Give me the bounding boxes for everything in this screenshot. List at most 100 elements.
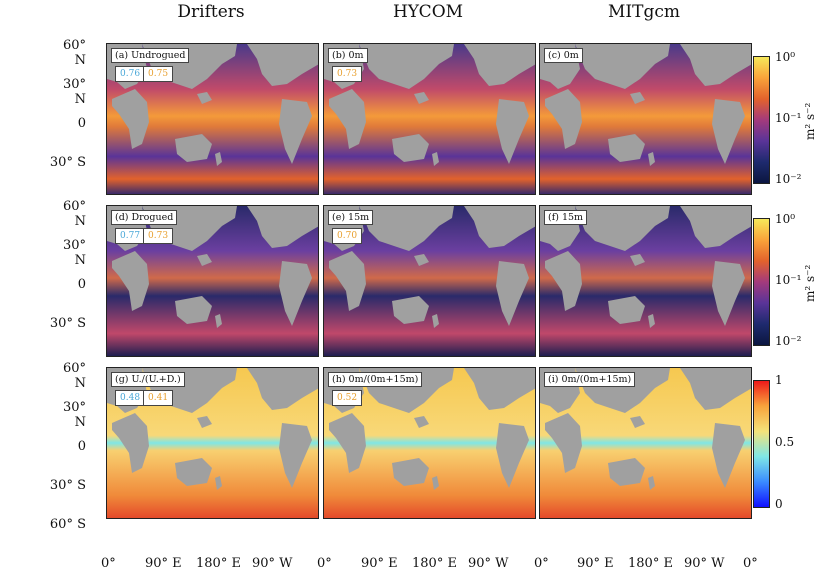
- panel-label: (a) Undrogued: [111, 48, 190, 63]
- ytick: 0: [77, 116, 86, 131]
- land-mass: [575, 44, 670, 89]
- xtick: 90° E: [145, 556, 182, 571]
- stat-box: 0.41: [143, 390, 174, 406]
- land-mass: [329, 89, 366, 149]
- land-mass: [575, 206, 670, 251]
- panel-label: (c) 0m: [544, 48, 583, 63]
- colorbar-unit: m² s⁻²: [803, 264, 817, 302]
- land-mass: [359, 44, 454, 89]
- ytick: 30° N: [62, 238, 86, 268]
- land-mass: [712, 99, 745, 164]
- xtick: 180° E: [412, 556, 457, 571]
- land-mass: [496, 99, 529, 164]
- colorbar-energy-row1: [753, 56, 770, 184]
- ytick: 0: [77, 277, 86, 292]
- colorbar-tick: 0.5: [775, 435, 795, 449]
- xtick: 90° E: [361, 556, 398, 571]
- map-panel-b: (b) 0m 0.73: [323, 43, 536, 195]
- land-mass: [197, 416, 212, 428]
- land-mass: [392, 296, 429, 324]
- xtick: 0°: [534, 556, 549, 571]
- land-mass: [392, 458, 429, 486]
- land-mass: [630, 92, 645, 104]
- land-mass: [545, 413, 582, 473]
- ytick: 0: [77, 439, 86, 454]
- ytick: 30° S: [49, 155, 86, 170]
- land-mass: [247, 368, 318, 410]
- land-mass: [414, 416, 429, 428]
- map-panel-e: (e) 15m 0.70: [323, 205, 536, 357]
- colorbar-energy-row2: [753, 218, 770, 346]
- panel-label: (d) Drogued: [111, 210, 178, 225]
- stat-box: 0.48: [115, 390, 146, 406]
- ytick: 30° S: [49, 478, 86, 493]
- land-mass: [392, 134, 429, 162]
- land-mass: [680, 368, 751, 410]
- colorbar-tick: 10⁻²: [775, 172, 802, 186]
- xtick: 90° W: [468, 556, 509, 571]
- land-mass: [608, 458, 645, 486]
- map-panel-h: (h) 0m/(0m+15m) 0.52: [323, 367, 536, 519]
- land-mass: [247, 44, 318, 86]
- colorbar-tick: 10⁻¹: [775, 111, 802, 125]
- panel-label: (b) 0m: [328, 48, 368, 63]
- colorbar-ratio: [753, 380, 770, 508]
- colorbar-tick: 10⁰: [775, 50, 796, 64]
- land-mass: [329, 413, 366, 473]
- colorbar-unit: m² s⁻²: [803, 102, 817, 140]
- map-panel-i: (i) 0m/(0m+15m): [539, 367, 752, 519]
- land-mass: [432, 476, 439, 490]
- land-mass: [175, 458, 212, 486]
- land-mass: [432, 314, 439, 328]
- colorbar-tick: 10⁰: [775, 212, 796, 226]
- colorbar-tick: 10⁻¹: [775, 273, 802, 287]
- xtick: 180° E: [196, 556, 241, 571]
- xtick: 180° E: [628, 556, 673, 571]
- column-title-drifters: Drifters: [177, 2, 245, 22]
- xtick: 0°: [743, 556, 758, 571]
- land-mass: [464, 44, 535, 86]
- land-mass: [630, 416, 645, 428]
- land-mass: [112, 89, 149, 149]
- xtick: 90° W: [252, 556, 293, 571]
- ytick: 30° S: [49, 316, 86, 331]
- land-mass: [175, 296, 212, 324]
- stat-box: 0.77: [115, 228, 146, 244]
- colorbar-tick: 0: [775, 497, 783, 511]
- land-mass: [112, 251, 149, 311]
- colorbar-tick: 10⁻²: [775, 334, 802, 348]
- land-mass: [608, 134, 645, 162]
- land-mass: [247, 206, 318, 248]
- stat-box: 0.75: [143, 66, 174, 82]
- stat-box: 0.70: [332, 228, 363, 244]
- land-mass: [279, 423, 312, 488]
- land-mass: [279, 99, 312, 164]
- colorbar-tick: 1: [775, 373, 783, 387]
- land-mass: [712, 423, 745, 488]
- ytick: 30° N: [62, 77, 86, 107]
- xtick: 0°: [317, 556, 332, 571]
- ytick: 60° N: [62, 361, 86, 391]
- land-mass: [279, 261, 312, 326]
- land-mass: [648, 476, 655, 490]
- land-mass: [432, 152, 439, 166]
- xtick: 90° W: [684, 556, 725, 571]
- ocean-field-i: [540, 368, 751, 518]
- column-title-hycom: HYCOM: [392, 2, 464, 22]
- stat-box: 0.76: [115, 66, 146, 82]
- ytick: 30° N: [62, 400, 86, 430]
- ytick: 60° N: [62, 38, 86, 68]
- land-mass: [464, 206, 535, 248]
- land-mass: [712, 261, 745, 326]
- land-mass: [680, 206, 751, 248]
- land-mass: [215, 476, 222, 490]
- map-panel-d: (d) Drogued 0.77 0.73: [106, 205, 319, 357]
- xtick: 0°: [101, 556, 116, 571]
- land-mass: [496, 423, 529, 488]
- land-mass: [112, 413, 149, 473]
- land-mass: [545, 251, 582, 311]
- land-mass: [545, 89, 582, 149]
- land-mass: [608, 296, 645, 324]
- map-panel-g: (g) U./(U.+D.) 0.48 0.41: [106, 367, 319, 519]
- land-mass: [630, 254, 645, 266]
